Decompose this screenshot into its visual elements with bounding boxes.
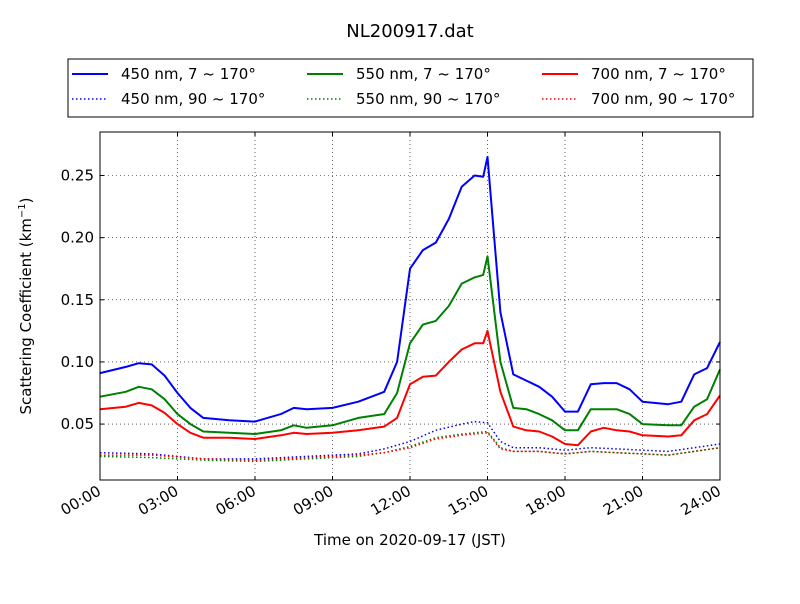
legend-label: 550 nm, 90 ~ 170° xyxy=(356,90,500,108)
series-layer xyxy=(99,155,721,463)
y-tick-label: 0.15 xyxy=(61,291,94,309)
y-axis-label-end: ) xyxy=(17,197,35,203)
legend: 450 nm, 7 ~ 170° 550 nm, 7 ~ 170° 700 nm, … xyxy=(67,58,754,118)
legend-frame xyxy=(67,58,754,118)
legend-label: 450 nm, 90 ~ 170° xyxy=(121,90,265,108)
x-axis-label: Time on 2020-09-17 (JST) xyxy=(313,531,506,549)
y-axis-label: Scattering Coefficient (km−1) xyxy=(17,197,35,414)
series-line-550-nm-7-170 xyxy=(99,255,721,435)
series-line-450-nm-7-170 xyxy=(99,155,721,423)
legend-label: 700 nm, 90 ~ 170° xyxy=(591,90,735,108)
series-line-450-nm-90-170 xyxy=(99,420,721,460)
legend-label: 550 nm, 7 ~ 170° xyxy=(356,65,491,83)
grid-layer xyxy=(100,132,720,480)
y-axis-label-main: Scattering Coefficient (km xyxy=(17,218,35,414)
y-tick-label: 0.05 xyxy=(61,415,94,433)
y-tick-label: 0.20 xyxy=(61,229,94,247)
y-tick-label: 0.25 xyxy=(61,167,94,185)
y-tick-label: 0.10 xyxy=(61,353,94,371)
series-line-700-nm-7-170 xyxy=(99,329,721,447)
legend-label: 450 nm, 7 ~ 170° xyxy=(121,65,256,83)
chart-title: NL200917.dat xyxy=(346,21,473,42)
series-line-700-nm-90-170 xyxy=(100,432,721,461)
y-axis-label-unit-exponent: −1 xyxy=(17,203,28,218)
legend-label: 700 nm, 7 ~ 170° xyxy=(591,65,726,83)
